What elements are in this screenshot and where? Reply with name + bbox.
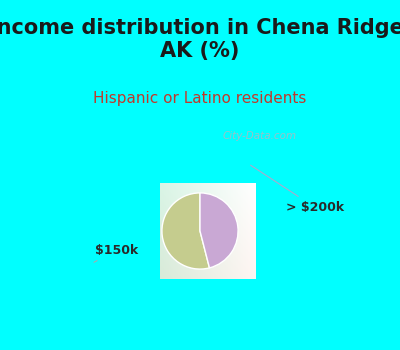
Text: City-Data.com: City-Data.com xyxy=(222,131,296,141)
Text: Income distribution in Chena Ridge,
AK (%): Income distribution in Chena Ridge, AK (… xyxy=(0,18,400,61)
Text: $150k: $150k xyxy=(94,244,138,262)
Text: Hispanic or Latino residents: Hispanic or Latino residents xyxy=(93,91,307,106)
Wedge shape xyxy=(162,193,210,269)
Text: > $200k: > $200k xyxy=(250,165,344,214)
Wedge shape xyxy=(200,193,238,268)
